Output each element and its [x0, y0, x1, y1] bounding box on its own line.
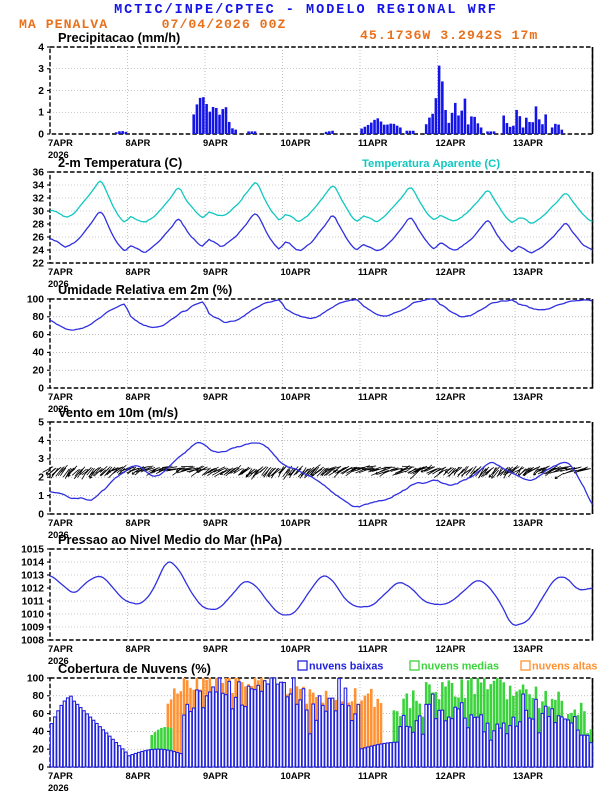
svg-text:Cobertura de Nuvens (%): Cobertura de Nuvens (%) [58, 661, 211, 676]
svg-text:32: 32 [33, 193, 45, 204]
svg-text:9APR: 9APR [203, 267, 228, 277]
svg-text:4: 4 [38, 436, 44, 447]
svg-text:36: 36 [33, 167, 45, 178]
svg-text:9APR: 9APR [203, 771, 228, 781]
svg-text:1009: 1009 [21, 622, 44, 633]
svg-text:nuvens altas: nuvens altas [532, 661, 597, 673]
svg-text:2: 2 [38, 86, 44, 97]
svg-text:MCTIC/INPE/CPTEC - MODELO RE: MCTIC/INPE/CPTEC - MODELO REGIONAL WRF [114, 3, 498, 18]
svg-text:13APR: 13APR [513, 138, 543, 148]
svg-text:26: 26 [33, 232, 45, 243]
svg-text:9APR: 9APR [203, 644, 228, 654]
svg-text:80: 80 [33, 312, 45, 323]
svg-text:40: 40 [33, 727, 45, 738]
svg-text:100: 100 [27, 673, 44, 684]
svg-text:7APR: 7APR [48, 267, 73, 277]
svg-text:40: 40 [33, 348, 45, 359]
svg-text:10APR: 10APR [281, 771, 311, 781]
svg-text:13APR: 13APR [513, 518, 543, 528]
svg-text:10APR: 10APR [281, 644, 311, 654]
svg-text:8APR: 8APR [126, 644, 151, 654]
svg-text:1011: 1011 [22, 596, 45, 607]
svg-text:45.1736W 3.2942S 17m: 45.1736W 3.2942S 17m [360, 28, 538, 43]
svg-text:0: 0 [38, 762, 44, 773]
svg-text:7APR: 7APR [48, 771, 73, 781]
svg-text:Vento em 10m (m/s): Vento em 10m (m/s) [58, 405, 178, 420]
svg-text:24: 24 [33, 245, 45, 256]
svg-text:Pressao ao Nivel Medio do Mar: Pressao ao Nivel Medio do Mar (hPa) [58, 532, 282, 547]
svg-text:1014: 1014 [21, 557, 44, 568]
svg-text:11APR: 11APR [358, 771, 388, 781]
svg-text:2: 2 [38, 473, 44, 484]
svg-text:10APR: 10APR [281, 138, 311, 148]
svg-text:13APR: 13APR [513, 644, 543, 654]
svg-text:0: 0 [38, 383, 44, 394]
svg-text:10APR: 10APR [281, 392, 311, 402]
svg-text:8APR: 8APR [126, 138, 151, 148]
svg-text:1008: 1008 [21, 635, 44, 646]
svg-text:30: 30 [33, 206, 45, 217]
svg-text:7APR: 7APR [48, 392, 73, 402]
svg-text:11APR: 11APR [358, 138, 388, 148]
svg-text:nuvens medias: nuvens medias [421, 661, 499, 673]
svg-text:Umidade Relativa em 2m (%): Umidade Relativa em 2m (%) [58, 282, 232, 297]
svg-text:8APR: 8APR [126, 392, 151, 402]
svg-text:100: 100 [27, 294, 44, 305]
svg-text:12APR: 12APR [436, 771, 466, 781]
svg-text:7APR: 7APR [48, 644, 73, 654]
svg-text:9APR: 9APR [203, 518, 228, 528]
svg-text:Temperatura Aparente (C): Temperatura Aparente (C) [362, 158, 500, 170]
svg-text:22: 22 [33, 258, 45, 269]
svg-text:13APR: 13APR [513, 771, 543, 781]
svg-text:7APR: 7APR [48, 518, 73, 528]
svg-text:20: 20 [33, 366, 45, 377]
svg-text:3: 3 [38, 454, 44, 465]
svg-text:11APR: 11APR [358, 392, 388, 402]
svg-text:2-m Temperatura (C): 2-m Temperatura (C) [58, 155, 182, 170]
svg-text:80: 80 [33, 691, 45, 702]
svg-text:9APR: 9APR [203, 392, 228, 402]
svg-text:8APR: 8APR [126, 267, 151, 277]
svg-text:12APR: 12APR [436, 644, 466, 654]
svg-text:11APR: 11APR [358, 518, 388, 528]
svg-text:3: 3 [38, 64, 44, 75]
svg-text:11APR: 11APR [358, 644, 388, 654]
svg-text:7APR: 7APR [48, 138, 73, 148]
svg-text:60: 60 [33, 709, 45, 720]
svg-text:5: 5 [38, 417, 44, 428]
svg-text:28: 28 [33, 219, 45, 230]
svg-text:1: 1 [38, 108, 44, 119]
svg-text:11APR: 11APR [358, 267, 388, 277]
svg-text:9APR: 9APR [203, 138, 228, 148]
svg-text:4: 4 [38, 42, 44, 53]
svg-text:8APR: 8APR [126, 518, 151, 528]
svg-text:12APR: 12APR [436, 518, 466, 528]
svg-text:20: 20 [33, 745, 45, 756]
svg-text:60: 60 [33, 330, 45, 341]
svg-text:13APR: 13APR [513, 392, 543, 402]
svg-text:8APR: 8APR [126, 771, 151, 781]
svg-text:0: 0 [38, 509, 44, 520]
svg-text:12APR: 12APR [436, 392, 466, 402]
svg-text:1: 1 [38, 491, 44, 502]
svg-text:1013: 1013 [21, 570, 44, 581]
svg-text:2026: 2026 [48, 783, 69, 792]
svg-text:1012: 1012 [21, 583, 44, 594]
svg-text:Precipitacao (mm/h): Precipitacao (mm/h) [58, 30, 180, 45]
svg-text:nuvens baixas: nuvens baixas [309, 661, 383, 673]
svg-text:10APR: 10APR [281, 518, 311, 528]
svg-text:34: 34 [33, 180, 45, 191]
svg-text:12APR: 12APR [436, 138, 466, 148]
svg-text:10APR: 10APR [281, 267, 311, 277]
svg-text:0: 0 [38, 129, 44, 140]
svg-text:1010: 1010 [21, 609, 44, 620]
svg-text:1015: 1015 [21, 544, 44, 555]
svg-text:12APR: 12APR [436, 267, 466, 277]
svg-text:13APR: 13APR [513, 267, 543, 277]
